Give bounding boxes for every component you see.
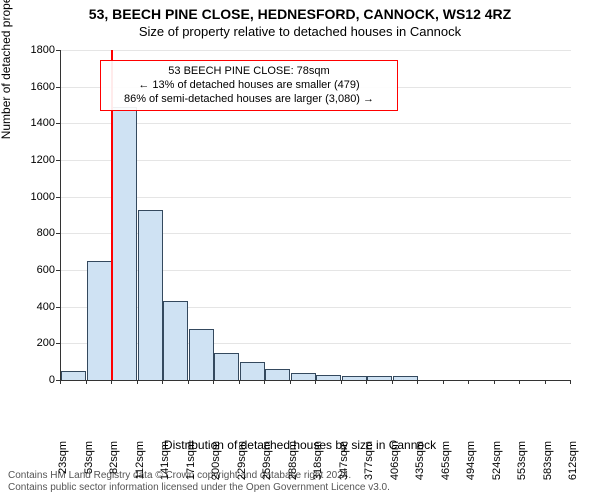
y-tick-mark <box>56 160 60 161</box>
x-tick-mark <box>111 380 112 384</box>
x-tick-mark <box>213 380 214 384</box>
x-tick-label: 53sqm <box>83 441 95 491</box>
y-tick-mark <box>56 233 60 234</box>
x-tick-mark <box>86 380 87 384</box>
x-tick-mark <box>519 380 520 384</box>
x-tick-mark <box>264 380 265 384</box>
x-tick-mark <box>570 380 571 384</box>
x-tick-label: 494sqm <box>465 441 477 491</box>
y-tick-label: 800 <box>15 227 55 239</box>
x-tick-mark <box>366 380 367 384</box>
x-tick-mark <box>392 380 393 384</box>
x-tick-mark <box>341 380 342 384</box>
histogram-bar <box>87 261 112 380</box>
y-tick-label: 1400 <box>15 117 55 129</box>
x-tick-label: 612sqm <box>567 441 579 491</box>
histogram-bar <box>342 376 367 380</box>
y-tick-label: 600 <box>15 264 55 276</box>
histogram-bar <box>291 373 316 380</box>
grid-line <box>61 160 571 161</box>
y-tick-label: 1800 <box>15 44 55 56</box>
histogram-bar <box>112 107 137 380</box>
x-tick-label: 141sqm <box>159 441 171 491</box>
chart-title-primary: 53, BEECH PINE CLOSE, HEDNESFORD, CANNOC… <box>0 6 600 22</box>
grid-line <box>61 197 571 198</box>
histogram-bar <box>214 353 239 381</box>
x-tick-mark <box>315 380 316 384</box>
annotation-box: 53 BEECH PINE CLOSE: 78sqm ← 13% of deta… <box>100 60 398 111</box>
x-tick-label: 377sqm <box>363 441 375 491</box>
y-tick-mark <box>56 197 60 198</box>
y-axis-title: Number of detached properties <box>0 0 13 139</box>
grid-line <box>61 50 571 51</box>
x-tick-label: 465sqm <box>440 441 452 491</box>
x-tick-label: 229sqm <box>236 441 248 491</box>
histogram-bar <box>367 376 392 380</box>
y-tick-label: 0 <box>15 374 55 386</box>
histogram-bar <box>163 301 188 380</box>
y-tick-label: 1000 <box>15 191 55 203</box>
x-tick-label: 347sqm <box>338 441 350 491</box>
histogram-bar <box>138 210 163 381</box>
x-tick-label: 82sqm <box>108 441 120 491</box>
histogram-bar <box>61 371 86 380</box>
annotation-line-1: 53 BEECH PINE CLOSE: 78sqm <box>109 65 389 79</box>
histogram-bar <box>316 375 341 381</box>
histogram-bar <box>240 362 265 380</box>
y-tick-label: 400 <box>15 301 55 313</box>
grid-line <box>61 123 571 124</box>
y-tick-mark <box>56 307 60 308</box>
x-tick-label: 435sqm <box>414 441 426 491</box>
y-tick-mark <box>56 270 60 271</box>
x-tick-mark <box>494 380 495 384</box>
x-tick-label: 583sqm <box>542 441 554 491</box>
x-tick-label: 259sqm <box>261 441 273 491</box>
chart-container: 53, BEECH PINE CLOSE, HEDNESFORD, CANNOC… <box>0 0 600 500</box>
y-tick-label: 200 <box>15 337 55 349</box>
y-tick-label: 1600 <box>15 81 55 93</box>
x-tick-label: 524sqm <box>491 441 503 491</box>
histogram-bar <box>265 369 290 380</box>
annotation-line-2: ← 13% of detached houses are smaller (47… <box>109 79 389 93</box>
x-tick-mark <box>290 380 291 384</box>
y-tick-mark <box>56 50 60 51</box>
x-tick-label: 23sqm <box>57 441 69 491</box>
x-tick-mark <box>239 380 240 384</box>
x-tick-mark <box>137 380 138 384</box>
x-tick-mark <box>188 380 189 384</box>
histogram-bar <box>189 329 214 380</box>
y-tick-mark <box>56 343 60 344</box>
x-tick-mark <box>468 380 469 384</box>
annotation-line-3: 86% of semi-detached houses are larger (… <box>109 93 389 107</box>
x-tick-mark <box>60 380 61 384</box>
x-tick-label: 200sqm <box>210 441 222 491</box>
histogram-bar <box>393 376 418 380</box>
x-tick-label: 171sqm <box>185 441 197 491</box>
x-tick-mark <box>443 380 444 384</box>
x-tick-mark <box>545 380 546 384</box>
x-tick-label: 406sqm <box>389 441 401 491</box>
y-tick-label: 1200 <box>15 154 55 166</box>
y-tick-mark <box>56 123 60 124</box>
x-tick-mark <box>162 380 163 384</box>
x-tick-label: 112sqm <box>134 441 146 491</box>
x-tick-mark <box>417 380 418 384</box>
x-tick-label: 553sqm <box>516 441 528 491</box>
x-tick-label: 318sqm <box>312 441 324 491</box>
chart-title-secondary: Size of property relative to detached ho… <box>0 24 600 39</box>
y-tick-mark <box>56 87 60 88</box>
x-tick-label: 288sqm <box>287 441 299 491</box>
